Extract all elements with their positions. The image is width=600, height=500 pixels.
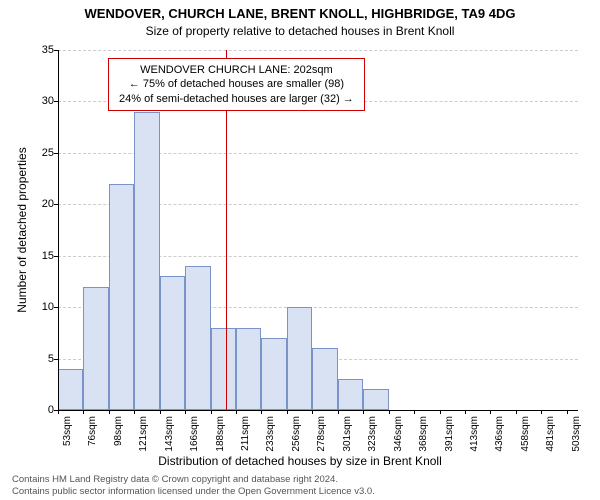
chart-container: WENDOVER, CHURCH LANE, BRENT KNOLL, HIGH…: [0, 0, 600, 500]
x-axis-label: Distribution of detached houses by size …: [0, 454, 600, 468]
x-tick-label: 166sqm: [189, 416, 200, 452]
y-tick-mark: [54, 101, 58, 102]
x-tick-mark: [541, 410, 542, 414]
y-tick-mark: [54, 204, 58, 205]
x-tick-label: 346sqm: [393, 416, 404, 452]
x-tick-label: 53sqm: [62, 416, 73, 446]
x-tick-mark: [58, 410, 59, 414]
x-tick-label: 211sqm: [240, 416, 251, 451]
y-tick-mark: [54, 256, 58, 257]
x-tick-label: 256sqm: [291, 416, 302, 452]
y-tick-label: 30: [24, 95, 54, 107]
x-tick-mark: [185, 410, 186, 414]
y-axis-line: [58, 50, 59, 410]
footer-line1: Contains HM Land Registry data © Crown c…: [12, 474, 338, 485]
histogram-bar: [338, 379, 363, 410]
x-tick-mark: [567, 410, 568, 414]
histogram-bar: [312, 348, 337, 410]
x-tick-label: 413sqm: [469, 416, 480, 452]
x-tick-label: 481sqm: [545, 416, 556, 452]
chart-subtitle: Size of property relative to detached ho…: [0, 24, 600, 38]
x-tick-label: 301sqm: [342, 416, 353, 452]
y-tick-label: 5: [24, 353, 54, 365]
y-tick-label: 15: [24, 250, 54, 262]
y-tick-mark: [54, 50, 58, 51]
x-tick-mark: [160, 410, 161, 414]
x-tick-label: 121sqm: [138, 416, 149, 452]
x-tick-label: 188sqm: [215, 416, 226, 452]
y-tick-mark: [54, 307, 58, 308]
x-tick-mark: [516, 410, 517, 414]
footer-line2: Contains public sector information licen…: [12, 486, 375, 497]
x-tick-mark: [440, 410, 441, 414]
y-tick-mark: [54, 153, 58, 154]
y-tick-label: 35: [24, 44, 54, 56]
annotation-line1: WENDOVER CHURCH LANE: 202sqm: [119, 63, 354, 77]
y-tick-label: 10: [24, 301, 54, 313]
histogram-bar: [109, 184, 134, 410]
histogram-bar: [134, 112, 159, 410]
y-tick-label: 20: [24, 198, 54, 210]
x-tick-mark: [236, 410, 237, 414]
y-tick-mark: [54, 359, 58, 360]
x-tick-mark: [109, 410, 110, 414]
histogram-bar: [261, 338, 286, 410]
histogram-bar: [160, 276, 185, 410]
chart-title-address: WENDOVER, CHURCH LANE, BRENT KNOLL, HIGH…: [0, 6, 600, 21]
histogram-bar: [83, 287, 108, 410]
x-tick-label: 368sqm: [418, 416, 429, 452]
x-tick-mark: [490, 410, 491, 414]
x-tick-mark: [465, 410, 466, 414]
x-tick-label: 98sqm: [113, 416, 124, 446]
histogram-bar: [236, 328, 261, 410]
plot-area: WENDOVER CHURCH LANE: 202sqm ← 75% of de…: [58, 50, 578, 410]
x-axis-line: [58, 410, 578, 411]
x-tick-label: 323sqm: [367, 416, 378, 452]
x-tick-label: 391sqm: [444, 416, 455, 452]
x-tick-mark: [363, 410, 364, 414]
grid-line: [58, 50, 578, 51]
x-tick-label: 233sqm: [265, 416, 276, 452]
y-tick-label: 25: [24, 147, 54, 159]
histogram-bar: [211, 328, 236, 410]
x-tick-mark: [83, 410, 84, 414]
x-tick-label: 436sqm: [494, 416, 505, 452]
x-tick-mark: [414, 410, 415, 414]
histogram-bar: [287, 307, 312, 410]
x-tick-label: 458sqm: [520, 416, 531, 452]
x-tick-mark: [261, 410, 262, 414]
x-tick-label: 76sqm: [87, 416, 98, 446]
annotation-line3: 24% of semi-detached houses are larger (…: [119, 92, 354, 106]
x-tick-mark: [338, 410, 339, 414]
x-tick-mark: [211, 410, 212, 414]
x-tick-mark: [134, 410, 135, 414]
x-tick-mark: [287, 410, 288, 414]
histogram-bar: [363, 389, 388, 410]
x-tick-label: 143sqm: [164, 416, 175, 452]
annotation-box: WENDOVER CHURCH LANE: 202sqm ← 75% of de…: [108, 58, 365, 111]
histogram-bar: [58, 369, 83, 410]
y-tick-label: 0: [24, 404, 54, 416]
annotation-line2: ← 75% of detached houses are smaller (98…: [119, 77, 354, 91]
x-tick-label: 503sqm: [571, 416, 582, 452]
x-tick-mark: [389, 410, 390, 414]
histogram-bar: [185, 266, 210, 410]
x-tick-label: 278sqm: [316, 416, 327, 452]
x-tick-mark: [312, 410, 313, 414]
